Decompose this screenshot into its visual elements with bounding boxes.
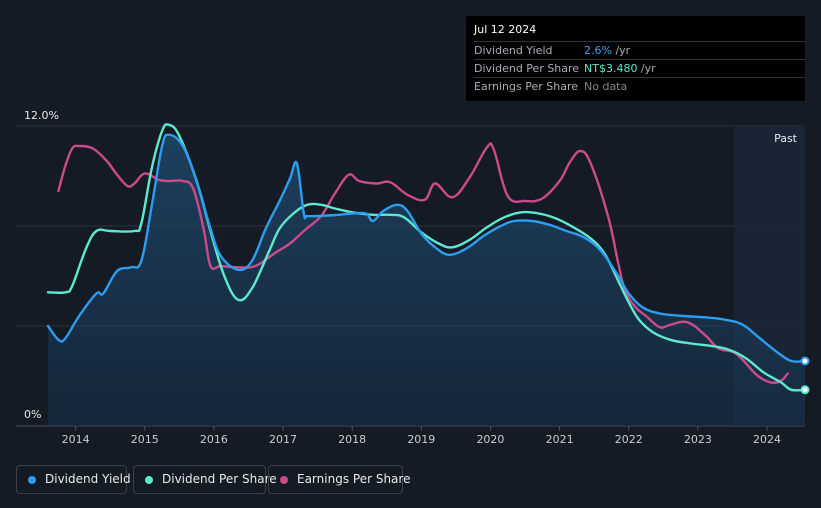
tooltip-date: Jul 12 2024: [474, 23, 537, 36]
tooltip-label: Dividend Per Share: [474, 62, 580, 75]
x-tick-label: 2015: [131, 433, 159, 446]
legend-item-dividend-per-share[interactable]: Dividend Per Share: [133, 465, 277, 494]
chart-series: [46, 123, 810, 426]
dividend-yield-area: [48, 134, 805, 426]
earnings-per-share-line: [57, 142, 789, 384]
x-tick-label: 2024: [753, 433, 781, 446]
x-tick-label: 2018: [338, 433, 366, 446]
legend-dot: [28, 476, 36, 484]
tooltip-value: 2.6% /yr: [584, 44, 631, 57]
legend-dot: [145, 476, 153, 484]
legend-label: Earnings Per Share: [297, 472, 411, 486]
tooltip-row-dividend-per-share: Dividend Per Share NT$3.480 /yr: [474, 59, 805, 78]
legend-item-dividend-yield[interactable]: Dividend Yield: [16, 465, 131, 494]
dividend-yield-line: [46, 133, 807, 363]
tooltip-value: NT$3.480 /yr: [584, 62, 656, 75]
chart-axes: 2014 2015 2016 2017 2018 2019 2020 2021 2022 2023…: [62, 426, 781, 446]
tooltip-row-earnings-per-share: Earnings Per Share No data: [474, 77, 805, 96]
line-chart: 2014 2015 2016 2017 2018 2019 2020 2021 2022 2023…: [16, 109, 810, 446]
dividend-per-share-line: [46, 123, 807, 392]
dividend-per-share-end-marker: [800, 385, 810, 395]
dividend-yield-end-marker: [800, 356, 810, 366]
x-tick-label: 2017: [269, 433, 297, 446]
x-tick-label: 2014: [62, 433, 90, 446]
legend-label: Dividend Per Share: [162, 472, 277, 486]
past-label: Past: [774, 132, 798, 145]
x-tick-label: 2016: [200, 433, 228, 446]
x-tick-label: 2022: [615, 433, 643, 446]
y-axis-bottom-label: 0%: [24, 408, 41, 421]
y-axis-top-label: 12.0%: [24, 109, 59, 122]
x-tick-label: 2019: [407, 433, 435, 446]
x-tick-label: 2020: [476, 433, 504, 446]
tooltip-label: Earnings Per Share: [474, 80, 579, 93]
x-tick-label: 2021: [546, 433, 574, 446]
legend-item-earnings-per-share[interactable]: Earnings Per Share: [268, 465, 410, 494]
legend-label: Dividend Yield: [45, 472, 131, 486]
tooltip-label: Dividend Yield: [474, 44, 553, 57]
tooltip-row-dividend-yield: Dividend Yield 2.6% /yr: [474, 41, 805, 60]
legend-dot: [280, 476, 288, 484]
hover-tooltip: Jul 12 2024 Dividend Yield 2.6% /yr Divi…: [466, 16, 805, 101]
tooltip-value: No data: [584, 80, 628, 93]
x-tick-label: 2023: [684, 433, 712, 446]
